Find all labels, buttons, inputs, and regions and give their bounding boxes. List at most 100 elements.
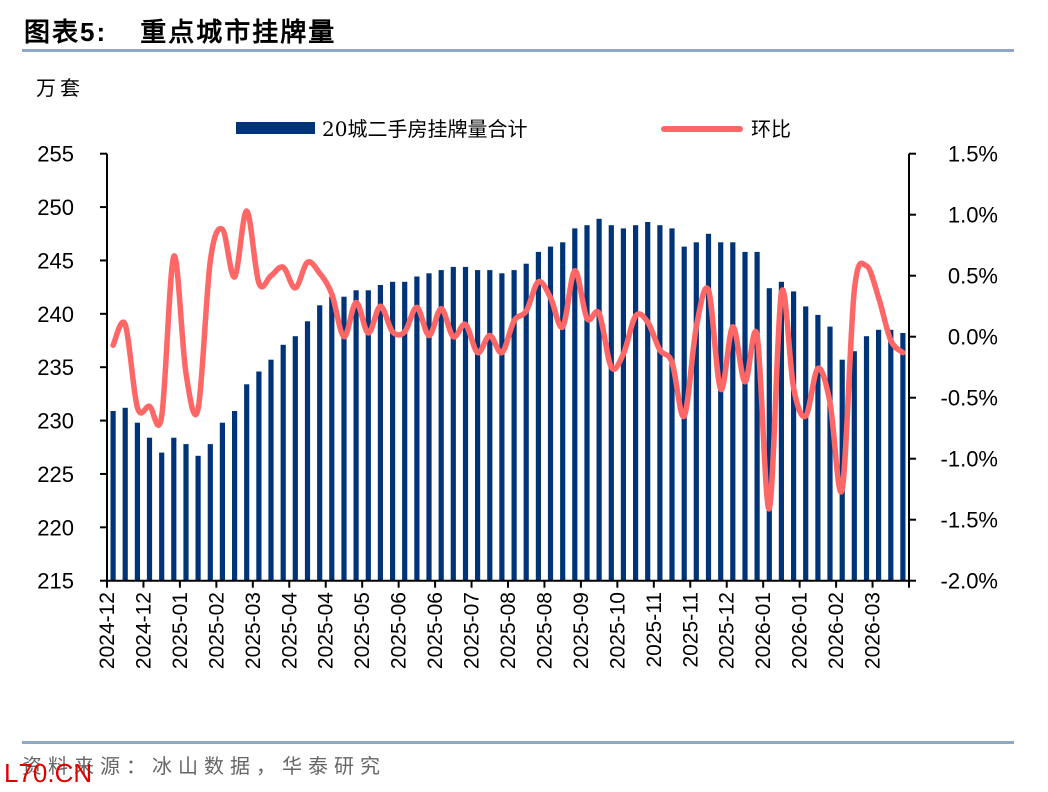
bar bbox=[183, 444, 189, 581]
bar bbox=[523, 263, 529, 581]
bar bbox=[365, 290, 371, 581]
bar bbox=[827, 326, 833, 581]
bar bbox=[475, 270, 481, 581]
x-tick-label: 2025-11 bbox=[643, 592, 666, 668]
bar bbox=[572, 228, 578, 581]
bar bbox=[900, 333, 906, 581]
bar bbox=[159, 452, 165, 581]
bar bbox=[244, 384, 250, 581]
legend-bar-label: 20城二手房挂牌量合计 bbox=[322, 117, 527, 141]
x-tick-label: 2025-12 bbox=[716, 592, 739, 669]
bar bbox=[888, 329, 894, 581]
x-tick-label: 2025-05 bbox=[351, 592, 374, 669]
watermark: L70.CN bbox=[4, 758, 93, 788]
bar bbox=[110, 411, 116, 581]
x-tick-label: 2025-06 bbox=[424, 592, 447, 669]
right-tick-label: 0.5% bbox=[948, 264, 998, 289]
right-tick-label: -1.0% bbox=[941, 447, 998, 472]
bar bbox=[414, 276, 420, 581]
figure-title: 图表5: 重点城市挂牌量 bbox=[24, 12, 336, 49]
right-tick-label: 0.0% bbox=[948, 325, 998, 350]
x-tick-label: 2026-03 bbox=[862, 592, 885, 669]
bar bbox=[547, 246, 554, 581]
x-tick-label: 2025-04 bbox=[278, 592, 301, 669]
mom-change-line bbox=[110, 208, 906, 512]
left-tick-label: 240 bbox=[37, 302, 74, 327]
legend-line-label: 环比 bbox=[751, 117, 791, 141]
left-tick-label: 220 bbox=[37, 515, 74, 540]
bar bbox=[341, 296, 347, 581]
bar bbox=[863, 336, 870, 581]
x-tick-label: 2025-01 bbox=[169, 592, 192, 669]
legend-bar-swatch bbox=[236, 122, 315, 134]
bar bbox=[402, 281, 408, 581]
left-tick-label: 245 bbox=[37, 248, 74, 273]
bar bbox=[657, 225, 663, 581]
left-tick-label: 255 bbox=[37, 142, 74, 167]
bar bbox=[815, 314, 821, 581]
bar bbox=[584, 225, 590, 581]
bar bbox=[450, 266, 456, 581]
bar bbox=[791, 291, 797, 581]
bar bbox=[438, 270, 444, 581]
bar bbox=[317, 305, 323, 581]
bar bbox=[693, 242, 699, 581]
legend: 20城二手房挂牌量合计 环比 bbox=[236, 117, 791, 141]
bar bbox=[207, 444, 213, 581]
bar bbox=[195, 455, 201, 581]
bar bbox=[876, 329, 882, 581]
x-tick-label: 2025-04 bbox=[315, 592, 338, 669]
header-divider bbox=[22, 49, 1014, 52]
bar bbox=[669, 228, 675, 581]
source-note: 资料来源：冰山数据，华泰研究 bbox=[22, 754, 386, 778]
bar bbox=[426, 273, 432, 581]
bar bbox=[511, 270, 517, 581]
right-axis-ticks: 1.5% 1.0% 0.5% 0.0% -0.5% -1.0% -1.5% -2.0% bbox=[909, 142, 998, 594]
x-tick-label: 2025-11 bbox=[679, 592, 702, 668]
x-tick-label: 2026-02 bbox=[825, 592, 848, 669]
x-tick-label: 2025-09 bbox=[570, 592, 593, 669]
bar bbox=[620, 228, 626, 581]
x-tick-label: 2026-01 bbox=[752, 592, 775, 669]
left-tick-label: 235 bbox=[37, 355, 74, 380]
bar bbox=[122, 407, 128, 581]
bar bbox=[256, 371, 262, 581]
bar bbox=[462, 266, 469, 581]
bar bbox=[596, 218, 602, 581]
x-tick-label: 2025-08 bbox=[497, 592, 520, 669]
line-series bbox=[110, 208, 906, 512]
bar bbox=[329, 296, 335, 581]
bar bbox=[499, 273, 505, 581]
left-axis-unit-label: 万套 bbox=[36, 76, 84, 100]
bar bbox=[487, 270, 493, 581]
bar bbox=[292, 336, 298, 581]
right-tick-label: 1.0% bbox=[948, 203, 998, 228]
bar bbox=[730, 242, 736, 581]
x-tick-label: 2026-01 bbox=[789, 592, 812, 669]
bar bbox=[280, 344, 286, 581]
bar bbox=[219, 422, 225, 581]
right-tick-label: 1.5% bbox=[948, 142, 998, 167]
bar bbox=[718, 242, 724, 581]
bar bbox=[535, 251, 541, 581]
bar bbox=[851, 351, 857, 581]
bar bbox=[134, 422, 140, 581]
bar bbox=[754, 251, 760, 581]
x-tick-label: 2025-02 bbox=[205, 592, 228, 669]
footer-divider bbox=[22, 741, 1014, 744]
left-tick-label: 230 bbox=[37, 409, 74, 434]
bar bbox=[390, 281, 396, 581]
x-tick-label: 2024-12 bbox=[96, 592, 119, 669]
figure-number: 5: bbox=[80, 17, 108, 47]
left-tick-label: 225 bbox=[37, 462, 74, 487]
left-tick-label: 215 bbox=[37, 569, 74, 594]
right-tick-label: -1.5% bbox=[941, 508, 998, 533]
x-tick-label: 2025-08 bbox=[534, 592, 557, 669]
bar bbox=[304, 321, 311, 581]
bar bbox=[232, 411, 238, 581]
right-tick-label: -0.5% bbox=[941, 386, 998, 411]
bar bbox=[633, 225, 639, 581]
x-tick-label: 2025-06 bbox=[388, 592, 411, 669]
bar bbox=[377, 285, 383, 581]
